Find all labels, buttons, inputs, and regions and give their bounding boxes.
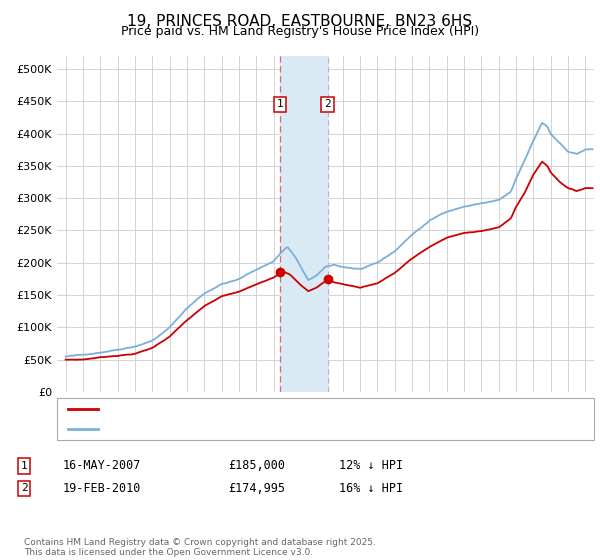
Text: Price paid vs. HM Land Registry's House Price Index (HPI): Price paid vs. HM Land Registry's House … [121,25,479,38]
Text: 1: 1 [277,100,283,109]
Text: 16-MAY-2007: 16-MAY-2007 [63,459,142,473]
Text: 12% ↓ HPI: 12% ↓ HPI [339,459,403,473]
Bar [280,56,328,392]
Text: 1: 1 [20,461,28,471]
Text: 19, PRINCES ROAD, EASTBOURNE, BN23 6HS: 19, PRINCES ROAD, EASTBOURNE, BN23 6HS [127,14,473,29]
Text: £174,995: £174,995 [228,482,285,495]
Text: HPI: Average price, semi-detached house, Eastbourne: HPI: Average price, semi-detached house,… [102,424,396,434]
Text: 16% ↓ HPI: 16% ↓ HPI [339,482,403,495]
Text: 19-FEB-2010: 19-FEB-2010 [63,482,142,495]
Text: £185,000: £185,000 [228,459,285,473]
Text: Contains HM Land Registry data © Crown copyright and database right 2025.
This d: Contains HM Land Registry data © Crown c… [24,538,376,557]
Text: 2: 2 [324,100,331,109]
Text: 2: 2 [20,483,28,493]
Text: 19, PRINCES ROAD, EASTBOURNE, BN23 6HS (semi-detached house): 19, PRINCES ROAD, EASTBOURNE, BN23 6HS (… [102,404,478,414]
